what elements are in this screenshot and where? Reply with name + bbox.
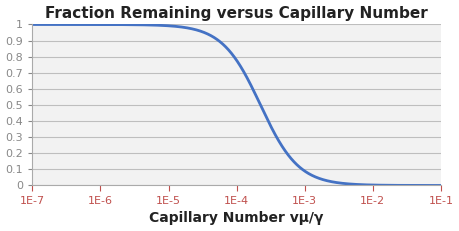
- Title: Fraction Remaining versus Capillary Number: Fraction Remaining versus Capillary Numb…: [45, 6, 428, 21]
- X-axis label: Capillary Number vμ/γ: Capillary Number vμ/γ: [150, 211, 324, 225]
